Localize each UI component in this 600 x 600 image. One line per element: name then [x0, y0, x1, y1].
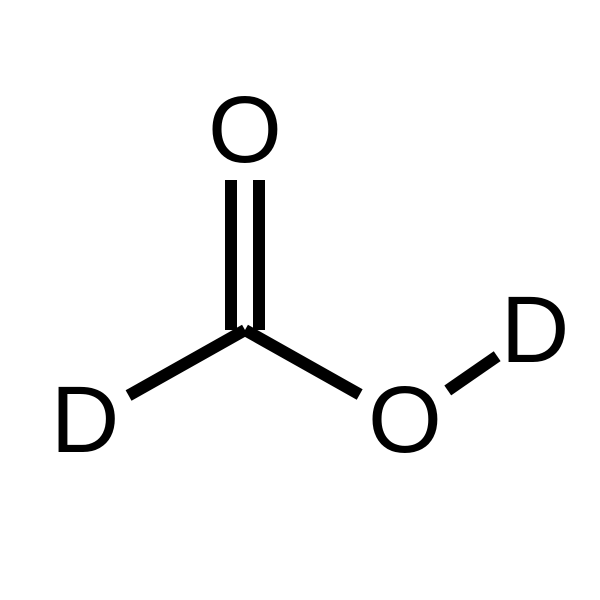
atom-label-D_left: D [51, 367, 120, 473]
chemical-structure-diagram: ODOD [0, 0, 600, 600]
bond-single [448, 356, 497, 390]
atom-label-O_top: O [208, 77, 282, 183]
atom-label-O_right: O [368, 367, 442, 473]
bond-single [245, 330, 360, 395]
bonds-layer [129, 180, 498, 395]
atom-label-D_right: D [501, 277, 570, 383]
bond-single [129, 330, 245, 395]
atoms-layer: ODOD [51, 77, 570, 473]
